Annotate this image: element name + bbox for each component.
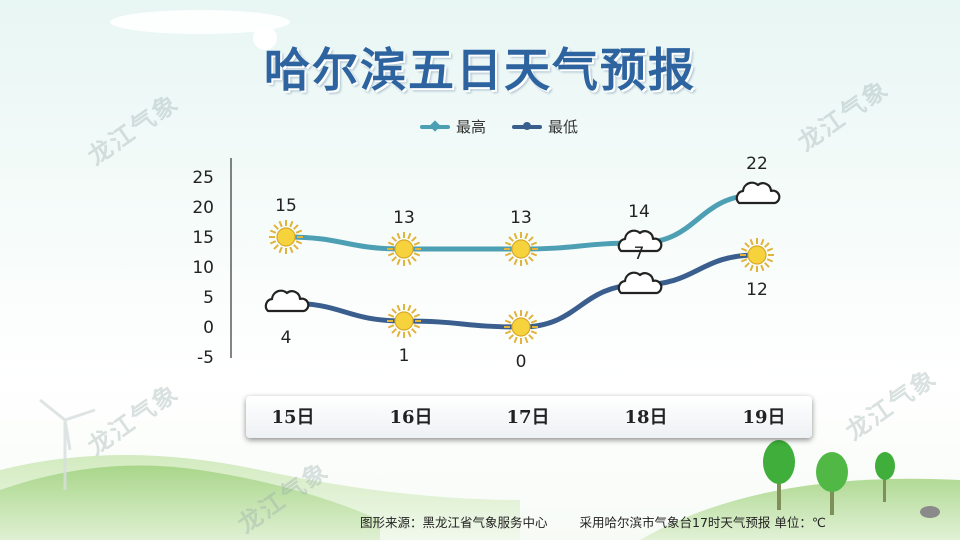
data-label: 7 xyxy=(634,244,645,264)
footer-note: 采用哈尔滨市气象台17时天气预报 单位：℃ xyxy=(579,515,826,530)
legend-item-high: 最高 xyxy=(420,116,486,137)
sun-icon xyxy=(269,220,303,254)
data-label: 13 xyxy=(510,208,532,228)
cloud-icon xyxy=(617,229,663,253)
data-label: 14 xyxy=(628,202,650,222)
cloud-icon xyxy=(617,271,663,295)
cloud-icon xyxy=(264,289,310,313)
cloud-icon xyxy=(735,181,781,205)
data-label: 4 xyxy=(281,328,292,348)
sun-icon xyxy=(740,238,774,272)
legend-label-low: 最低 xyxy=(548,118,579,136)
legend-label-high: 最高 xyxy=(456,118,487,136)
x-category-label: 17日 xyxy=(506,407,549,428)
footer: 图形来源：黑龙江省气象服务中心 采用哈尔滨市气象台17时天气预报 单位：℃ xyxy=(360,512,826,531)
sun-icon xyxy=(504,310,538,344)
data-label: 12 xyxy=(746,280,768,300)
y-tick-label: 25 xyxy=(192,168,214,188)
x-category-label: 19日 xyxy=(742,407,785,428)
sun-icon xyxy=(387,232,421,266)
legend-swatch-high xyxy=(420,119,450,132)
footer-source: 图形来源：黑龙江省气象服务中心 xyxy=(360,515,548,530)
x-category-label: 18日 xyxy=(624,407,667,428)
data-label: 13 xyxy=(393,208,415,228)
y-tick-label: 0 xyxy=(203,318,214,338)
x-category-label: 16日 xyxy=(389,407,432,428)
legend-swatch-low xyxy=(512,121,543,130)
y-tick-label: 15 xyxy=(192,228,214,248)
date-bar xyxy=(246,396,812,438)
data-label: 0 xyxy=(516,352,527,372)
legend: 最高 最低 xyxy=(420,116,578,137)
legend-item-low: 最低 xyxy=(512,116,578,137)
data-label: 15 xyxy=(275,196,297,216)
x-category-label: 15日 xyxy=(271,407,314,428)
data-label: 1 xyxy=(399,346,410,366)
y-tick-label: 20 xyxy=(192,198,214,218)
data-label: 22 xyxy=(746,154,768,174)
y-tick-label: 5 xyxy=(203,288,214,308)
sun-icon xyxy=(387,304,421,338)
sun-icon xyxy=(504,232,538,266)
y-tick-label: 10 xyxy=(192,258,214,278)
y-tick-label: -5 xyxy=(197,348,214,368)
chart-title: 哈尔滨五日天气预报 xyxy=(264,43,696,97)
